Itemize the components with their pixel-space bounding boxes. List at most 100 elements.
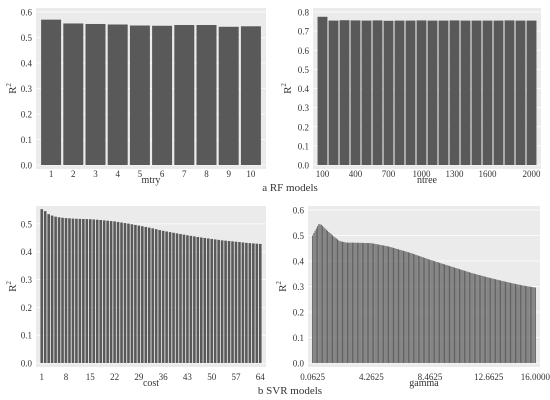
bar xyxy=(385,245,387,363)
bar xyxy=(88,219,92,363)
bar xyxy=(398,249,399,363)
bar xyxy=(372,20,383,165)
bar xyxy=(99,220,103,363)
bar xyxy=(434,261,436,363)
bar xyxy=(106,220,109,363)
bar xyxy=(174,25,195,165)
y-tick-label: 0.4 xyxy=(21,247,33,257)
bar xyxy=(524,285,526,363)
bar xyxy=(82,218,85,363)
bar xyxy=(343,241,345,363)
bar xyxy=(427,20,438,166)
x-axis-label: mtry xyxy=(142,175,161,186)
bar xyxy=(366,243,368,363)
bar xyxy=(424,257,426,363)
y-tick-label: 0.2 xyxy=(293,308,304,318)
bar xyxy=(325,229,327,363)
bar xyxy=(465,271,467,363)
x-tick-label: 9 xyxy=(226,169,231,179)
y-tick-label: 0.8 xyxy=(298,8,310,18)
bar xyxy=(57,217,61,363)
bar xyxy=(365,242,367,363)
bar xyxy=(323,227,325,363)
bar xyxy=(134,224,137,363)
bar xyxy=(523,285,525,363)
bar xyxy=(435,261,437,363)
bar xyxy=(43,211,47,363)
bar xyxy=(466,271,468,363)
bar xyxy=(318,224,320,363)
x-tick-label: 1600 xyxy=(479,169,498,179)
bar xyxy=(416,255,418,363)
y-tick-label: 0.1 xyxy=(21,135,32,145)
bar xyxy=(342,241,343,363)
bar xyxy=(446,265,448,363)
bar xyxy=(432,260,434,363)
rf-models-caption: a RF models xyxy=(262,182,318,194)
bar xyxy=(450,266,452,363)
bar xyxy=(123,223,127,363)
plot-background xyxy=(36,206,266,367)
x-tick-label: 400 xyxy=(349,169,363,179)
bar xyxy=(379,244,381,363)
bar xyxy=(455,267,457,363)
x-tick-label: 64 xyxy=(256,372,266,382)
bar xyxy=(506,282,508,363)
x-tick-label: 57 xyxy=(231,372,241,382)
bar xyxy=(414,254,416,363)
bar xyxy=(517,284,519,363)
bar xyxy=(196,236,200,363)
y-tick-label: 0.3 xyxy=(21,275,33,285)
bar xyxy=(102,220,106,363)
bar xyxy=(63,23,84,165)
bar xyxy=(534,287,536,363)
bar xyxy=(120,222,123,363)
bar xyxy=(410,253,412,363)
y-tick-label: 0.1 xyxy=(298,141,309,151)
bar xyxy=(361,242,363,363)
bar xyxy=(85,23,106,165)
bar xyxy=(440,263,442,363)
x-tick-label: 8 xyxy=(204,169,209,179)
x-tick-label: 1300 xyxy=(446,169,465,179)
bar xyxy=(339,20,350,165)
bar xyxy=(144,226,148,363)
bar xyxy=(130,224,134,363)
bar xyxy=(456,268,458,363)
bar xyxy=(522,285,524,363)
bar xyxy=(519,285,521,363)
y-tick-label: 0.0 xyxy=(21,161,33,171)
bar xyxy=(314,230,316,363)
bar xyxy=(515,283,516,363)
bar xyxy=(141,226,144,363)
bar xyxy=(429,259,431,363)
bar xyxy=(85,219,89,363)
x-tick-label: 5 xyxy=(138,169,143,179)
bar xyxy=(238,242,241,363)
bar xyxy=(168,232,172,363)
x-tick-label: 1 xyxy=(49,169,54,179)
x-axis-label: cost xyxy=(143,378,159,389)
bar xyxy=(493,20,504,166)
bar xyxy=(527,286,529,363)
bar xyxy=(505,281,506,363)
bar xyxy=(360,242,362,363)
y-tick-label: 0.6 xyxy=(293,206,305,216)
bar xyxy=(151,228,155,363)
bar xyxy=(533,287,535,363)
y-tick-label: 0.1 xyxy=(21,331,32,341)
bar xyxy=(437,262,439,363)
bar xyxy=(422,257,424,363)
bar xyxy=(496,279,498,363)
bar xyxy=(203,237,207,363)
bar xyxy=(345,242,347,363)
panel-4: 0.0 0.1 0.2 0.3 0.4 0.5 0.6 0.0625 4.2625 8.4625 1… xyxy=(275,206,550,390)
x-tick-label: 29 xyxy=(134,372,144,382)
bar xyxy=(501,280,503,363)
y-tick-label: 0.2 xyxy=(21,110,32,120)
x-tick-label: 2 xyxy=(71,169,76,179)
bar xyxy=(358,242,360,363)
bar xyxy=(406,251,408,363)
bars xyxy=(40,209,262,363)
bar xyxy=(478,275,480,363)
